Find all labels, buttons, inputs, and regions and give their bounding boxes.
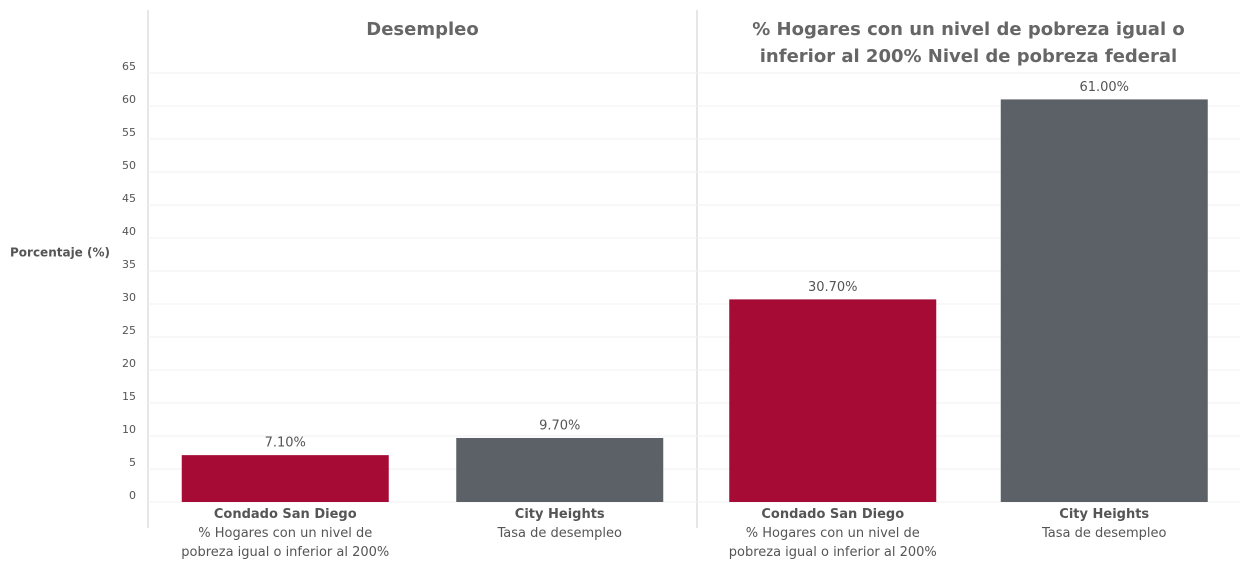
x-tick-label: City Heights: [514, 507, 605, 522]
y-tick-label: 0: [129, 489, 136, 502]
bar: [181, 455, 389, 502]
bar: [729, 299, 937, 502]
bar: [1000, 99, 1208, 503]
y-tick-label: 65: [122, 60, 136, 73]
panel-title: Desempleo: [366, 19, 479, 40]
y-tick-label: 5: [129, 456, 136, 469]
y-tick-label: 60: [122, 93, 136, 106]
x-tick-label: City Heights: [1059, 507, 1150, 522]
category-note: % Hogares con un nivel de pobreza igual …: [728, 526, 937, 560]
y-tick-label: 20: [122, 357, 136, 370]
y-tick-label: 55: [122, 126, 136, 139]
data-label: 7.10%: [265, 436, 306, 451]
panel-title: % Hogares con un nivel de pobreza igual …: [752, 19, 1185, 67]
y-tick-label: 50: [122, 159, 136, 172]
y-axis-label: Porcentaje (%): [10, 246, 110, 260]
x-tick-label: Condado San Diego: [761, 507, 905, 522]
category-note: Tasa de desempleo: [497, 526, 622, 541]
y-tick-label: 25: [122, 324, 136, 337]
y-tick-label: 10: [122, 423, 136, 436]
y-tick-label: 30: [122, 291, 136, 304]
data-label: 9.70%: [539, 418, 580, 433]
y-tick-label: 40: [122, 225, 136, 238]
y-tick-label: 45: [122, 192, 136, 205]
data-label: 61.00%: [1079, 80, 1129, 95]
bar: [456, 437, 664, 502]
data-label: 30.70%: [808, 280, 858, 295]
category-note: Tasa de desempleo: [1041, 526, 1167, 541]
y-tick-label: 15: [122, 390, 136, 403]
x-tick-label: Condado San Diego: [213, 507, 357, 522]
y-tick-label: 35: [122, 258, 136, 271]
category-note: % Hogares con un nivel de pobreza igual …: [181, 526, 390, 560]
